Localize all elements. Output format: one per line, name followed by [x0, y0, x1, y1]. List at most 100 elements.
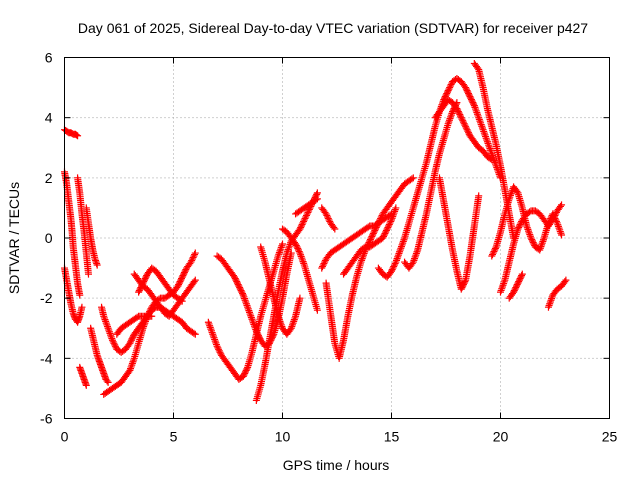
data-point	[483, 136, 491, 144]
data-point	[176, 278, 184, 286]
data-point	[512, 284, 520, 292]
data-point	[241, 296, 249, 304]
data-point	[446, 84, 454, 92]
data-point	[288, 323, 296, 331]
data-point	[525, 229, 533, 237]
data-point	[275, 250, 283, 258]
data-point	[240, 371, 248, 379]
data-point	[480, 127, 488, 135]
data-point	[366, 236, 374, 244]
data-point	[330, 223, 338, 231]
data-point	[498, 283, 506, 291]
y-tick-label: 2	[45, 170, 53, 186]
data-point	[368, 232, 376, 240]
data-point	[390, 261, 398, 269]
ticks-layer	[64, 57, 610, 419]
data-point	[93, 261, 101, 269]
data-point	[126, 366, 134, 374]
data-point	[392, 258, 400, 266]
data-point	[465, 90, 473, 98]
data-point	[275, 316, 283, 324]
data-point	[321, 258, 329, 266]
data-point	[472, 107, 480, 115]
data-point	[190, 278, 198, 286]
data-point	[255, 333, 263, 341]
data-point	[102, 317, 110, 325]
data-point	[174, 282, 182, 290]
data-point	[447, 111, 455, 119]
data-point	[358, 255, 366, 263]
data-point	[475, 115, 483, 123]
data-point	[213, 342, 221, 350]
data-point	[209, 330, 217, 338]
data-point	[127, 365, 135, 373]
data-point	[211, 335, 219, 343]
data-point	[460, 279, 468, 287]
data-point	[72, 131, 80, 139]
data-point	[359, 251, 367, 259]
data-point	[127, 338, 135, 346]
data-point	[454, 106, 462, 114]
x-tick-label: 5	[170, 429, 178, 445]
data-point	[313, 195, 321, 203]
data-point	[318, 264, 326, 272]
data-point	[74, 132, 82, 140]
data-point	[244, 305, 252, 313]
data-point	[250, 322, 258, 330]
data-point	[546, 298, 554, 306]
data-point	[146, 308, 154, 316]
data-point	[454, 108, 462, 116]
data-point	[385, 222, 393, 230]
data-point	[462, 84, 470, 92]
data-point	[399, 239, 407, 247]
data-point	[475, 192, 483, 200]
data-point	[241, 295, 249, 303]
data-point	[443, 90, 451, 98]
series-arc-f	[76, 363, 90, 389]
data-point	[135, 288, 143, 296]
series-arc-m	[204, 240, 286, 383]
data-point	[365, 239, 373, 247]
data-point	[300, 217, 308, 225]
data-point	[313, 189, 321, 197]
data-point	[279, 240, 286, 248]
data-point	[486, 145, 494, 153]
data-point	[544, 303, 552, 311]
series-arc-a	[61, 126, 82, 140]
data-point	[208, 329, 216, 337]
data-point	[103, 323, 111, 331]
data-point	[460, 120, 468, 128]
data-point	[313, 306, 321, 314]
data-point	[277, 243, 285, 251]
data-point	[392, 256, 400, 264]
data-point	[313, 190, 321, 198]
data-point	[141, 319, 149, 327]
data-point	[300, 259, 308, 267]
data-point	[233, 279, 241, 287]
data-point	[251, 324, 259, 332]
data-point	[109, 338, 117, 346]
data-point	[274, 252, 282, 260]
data-point	[175, 279, 183, 287]
series-arc-z	[431, 96, 496, 164]
data-point	[278, 323, 286, 331]
data-point	[398, 241, 406, 249]
data-point	[292, 240, 300, 248]
data-point	[372, 225, 380, 233]
data-point	[248, 315, 256, 323]
data-point	[78, 303, 86, 311]
data-point	[191, 249, 199, 257]
data-point	[242, 300, 250, 308]
data-point	[369, 231, 377, 239]
data-point	[453, 105, 461, 113]
data-point	[489, 249, 497, 257]
data-point	[473, 109, 481, 117]
data-point	[380, 231, 388, 239]
data-point	[275, 314, 283, 322]
data-point	[107, 333, 115, 341]
data-point	[103, 321, 111, 329]
data-point	[471, 103, 479, 111]
data-point	[215, 345, 223, 353]
data-point	[447, 81, 455, 89]
data-point	[304, 208, 312, 216]
